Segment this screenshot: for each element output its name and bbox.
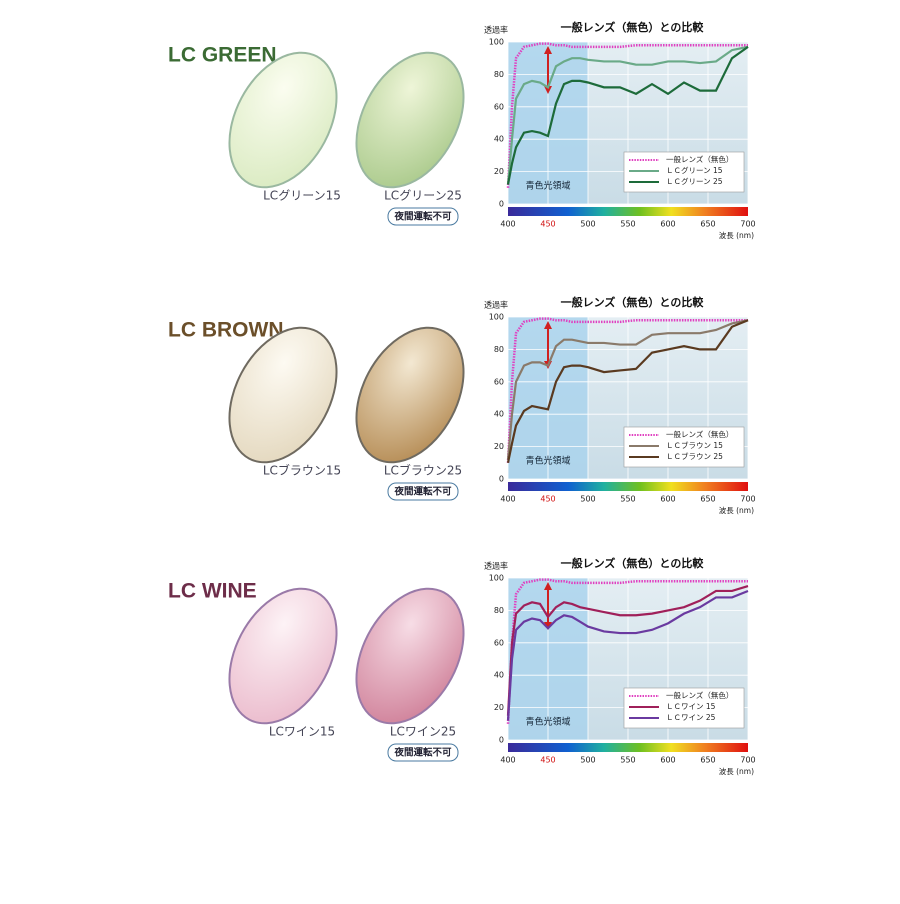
lens — [355, 587, 465, 725]
lens — [228, 587, 338, 725]
y-tick-label: 0 — [499, 200, 504, 209]
chart-title: 一般レンズ（無色）との比較 — [561, 556, 705, 570]
y-tick-label: 20 — [494, 703, 504, 712]
y-tick-label: 60 — [494, 638, 504, 647]
badge-frame — [387, 207, 459, 226]
x-tick-label: 400 — [500, 495, 515, 504]
spectrum-bar — [508, 207, 748, 216]
series-line — [506, 319, 749, 460]
x-tick-label: 600 — [660, 495, 675, 504]
y-tick-label: 80 — [494, 70, 504, 79]
series-line — [506, 45, 749, 185]
x-tick-label: 650 — [700, 756, 715, 765]
annotation: 青色光領域 — [525, 180, 570, 192]
lens-label: LCワイン25 — [390, 725, 456, 739]
y-tick-label: 100 — [489, 38, 504, 47]
lens-label: LCワイン15 — [269, 725, 335, 739]
x-axis-label: 波長 (nm) — [719, 230, 754, 240]
x-tick-label: 650 — [700, 220, 715, 229]
legend-label: ＬＣグリーン 15 — [666, 165, 723, 175]
spectrum-bar — [508, 482, 748, 491]
y-tick-label: 20 — [494, 442, 504, 451]
badge: 夜間運転不可 — [393, 747, 452, 759]
x-tick-label: 600 — [660, 220, 675, 229]
legend-label: ＬＣワイン 25 — [666, 713, 716, 722]
x-tick-label: 700 — [740, 756, 755, 765]
x-tick-label: 700 — [740, 220, 755, 229]
legend-label: 一般レンズ（無色） — [666, 154, 733, 164]
section-title: LC WINE — [168, 580, 257, 603]
series-line — [506, 585, 749, 716]
lens-label: LCブラウン15 — [263, 463, 341, 478]
x-tick-label: 400 — [500, 756, 515, 765]
x-tick-label: 450 — [540, 495, 555, 504]
y-tick-label: 0 — [499, 736, 504, 745]
section-title: LC BROWN — [168, 319, 283, 342]
y-tick-label: 20 — [494, 167, 504, 176]
y-axis-label: 透過率 — [484, 300, 508, 310]
y-tick-label: 80 — [494, 606, 504, 615]
y-tick-label: 100 — [489, 574, 504, 583]
x-axis-label: 波長 (nm) — [719, 505, 754, 515]
legend-label: ＬＣグリーン 25 — [666, 176, 723, 186]
lens — [228, 326, 338, 464]
y-tick-label: 40 — [494, 410, 504, 419]
y-tick-label: 40 — [494, 135, 504, 144]
badge-frame — [387, 743, 459, 762]
x-tick-label: 450 — [540, 756, 555, 765]
legend-label: 一般レンズ（無色） — [666, 429, 733, 439]
lens-label: LCグリーン15 — [263, 189, 341, 203]
annotation: 青色光領域 — [525, 455, 570, 467]
y-axis-label: 透過率 — [484, 561, 508, 571]
chart-title: 一般レンズ（無色）との比較 — [561, 20, 705, 34]
lens-label: LCブラウン25 — [384, 463, 462, 478]
series-line — [506, 319, 749, 464]
x-tick-label: 600 — [660, 756, 675, 765]
section-title: LC GREEN — [168, 44, 277, 67]
y-tick-label: 40 — [494, 671, 504, 680]
y-tick-label: 60 — [494, 377, 504, 386]
chart-title: 一般レンズ（無色）との比較 — [561, 295, 705, 309]
x-tick-label: 700 — [740, 495, 755, 504]
legend-label: ＬＣブラウン 25 — [666, 451, 723, 461]
x-tick-label: 450 — [540, 220, 555, 229]
spectrum-bar — [508, 743, 748, 752]
x-tick-label: 550 — [620, 756, 635, 765]
legend-label: ＬＣワイン 15 — [666, 702, 716, 711]
lens — [355, 51, 465, 189]
y-tick-label: 0 — [499, 475, 504, 484]
x-tick-label: 650 — [700, 495, 715, 504]
annotation: 青色光領域 — [525, 716, 570, 728]
y-axis-label: 透過率 — [484, 25, 508, 35]
y-tick-label: 60 — [494, 102, 504, 111]
y-tick-label: 100 — [489, 313, 504, 322]
lens — [228, 51, 338, 189]
x-tick-label: 550 — [620, 495, 635, 504]
x-tick-label: 550 — [620, 220, 635, 229]
series-line — [506, 45, 749, 185]
legend-label: 一般レンズ（無色） — [666, 690, 733, 700]
y-tick-label: 80 — [494, 345, 504, 354]
legend-label: ＬＣブラウン 15 — [666, 440, 723, 450]
x-tick-label: 500 — [580, 220, 595, 229]
lens-label: LCグリーン25 — [384, 189, 462, 203]
series-line — [506, 589, 749, 721]
lens — [355, 326, 465, 464]
badge: 夜間運転不可 — [393, 486, 452, 498]
badge: 夜間運転不可 — [393, 211, 452, 223]
badge-frame — [387, 482, 459, 501]
x-axis-label: 波長 (nm) — [719, 766, 754, 776]
x-tick-label: 400 — [500, 220, 515, 229]
x-tick-label: 500 — [580, 756, 595, 765]
x-tick-label: 500 — [580, 495, 595, 504]
